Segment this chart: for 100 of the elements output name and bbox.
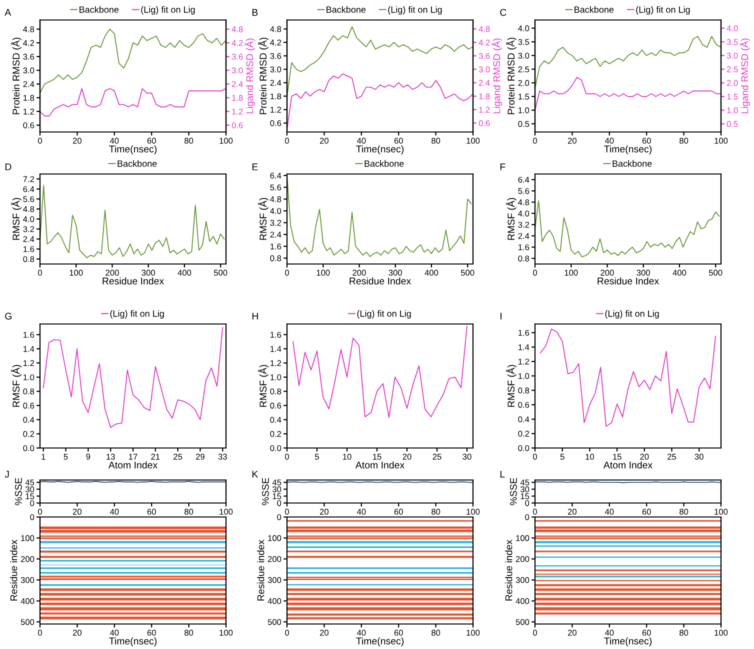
x-tick-label: 500 (460, 270, 474, 276)
y-tick-label: 0.6 (270, 402, 282, 409)
y2-tick-label: 4.2 (478, 40, 490, 46)
x-tick-label: 15 (373, 454, 382, 460)
y-tick-label: 1.6 (270, 243, 282, 250)
x-axis-title: Atom Index (603, 461, 652, 468)
y2-tick-label: 3.0 (726, 52, 738, 59)
line-series (535, 76, 721, 111)
y-tick-label: 5.6 (23, 196, 34, 202)
y-tick-label: 2.4 (518, 233, 530, 239)
y-tick-label: 7.2 (23, 176, 34, 182)
y2-tick-label: 2.4 (478, 80, 490, 86)
legend-label: (Lig) fit on Lig (636, 6, 690, 15)
y-tick-label: 3.0 (518, 52, 530, 59)
y-tick-label: 15 (26, 493, 34, 500)
y-tick-label: 400 (268, 598, 282, 604)
x-tick-label: 5 (64, 454, 68, 460)
y-tick-label: 45 (520, 480, 530, 486)
y-tick-label: 1.2 (23, 108, 34, 114)
x-axis-title: Time(nsec) (356, 637, 404, 646)
x-tick-label: 10 (343, 454, 352, 460)
y-tick-label: 1.6 (518, 244, 530, 250)
x-tick-label: 400 (672, 270, 686, 276)
x-axis-title: Atom Index (108, 461, 158, 468)
y-tick-label: 200 (268, 556, 282, 562)
legend-label: Backbone (612, 160, 652, 167)
y-tick-label: 2.4 (23, 236, 34, 242)
x-tick-label: 80 (680, 630, 688, 636)
line-series (40, 88, 226, 116)
x-tick-label: 20 (72, 138, 82, 144)
y-axis-title: %SSE (510, 478, 517, 506)
y2-axis-title: Ligand RMSD (Å) (244, 38, 256, 114)
y-tick-label: 4.2 (270, 40, 282, 46)
y-tick-label: 0 (525, 514, 530, 520)
y-tick-label: 0 (277, 500, 282, 506)
line-series (40, 184, 225, 258)
x-tick-label: 0 (285, 138, 289, 144)
y-tick-label: 2.0 (518, 80, 530, 86)
x-axis-title: Time(nsec) (109, 637, 157, 646)
y-tick-label: 400 (516, 598, 530, 604)
y-tick-label: 0.8 (270, 388, 282, 394)
x-tick-label: 0 (38, 138, 42, 144)
x-tick-label: 25 (432, 454, 442, 460)
y-tick-label: 0.4 (270, 416, 282, 423)
x-tick-label: 20 (72, 630, 82, 636)
x-tick-label: 40 (604, 630, 614, 636)
legend-label: Backbone (574, 6, 614, 13)
y-tick-label: 15 (520, 493, 530, 500)
legend-label: Backbone (364, 160, 404, 167)
y-tick-label: 4.8 (270, 196, 282, 202)
x-tick-label: 300 (636, 270, 650, 276)
y-axis-title: Residue index (257, 540, 264, 601)
y-tick-label: 300 (268, 577, 282, 584)
y-tick-label: 500 (20, 619, 34, 626)
x-tick-label: 30 (462, 454, 472, 460)
x-tick-label: 60 (147, 138, 156, 144)
y2-tick-label: 1.0 (727, 107, 738, 114)
y-tick-label: 6.4 (23, 186, 34, 192)
y2-tick-label: 3.5 (726, 39, 738, 45)
y-axis-title: RMSF (Å) (258, 198, 268, 240)
x-axis-title: Time(nsec) (356, 145, 404, 154)
y2-tick-label: 4.2 (232, 40, 243, 46)
y2-tick-label: 1.5 (727, 94, 738, 100)
y-tick-label: 45 (272, 480, 282, 486)
x-tick-label: 60 (642, 508, 651, 515)
y-tick-label: 0.6 (518, 402, 530, 408)
y-tick-label: 0.2 (270, 431, 282, 437)
x-tick-label: 100 (466, 508, 480, 515)
y2-tick-label: 3.6 (232, 54, 243, 60)
y2-tick-label: 0.6 (478, 120, 490, 126)
y-tick-label: 1.5 (518, 94, 530, 100)
line-series (292, 326, 468, 418)
y-tick-label: 3.2 (270, 220, 282, 226)
y-tick-label: 1.0 (518, 373, 530, 380)
y-tick-label: 1.6 (23, 246, 34, 252)
x-tick-label: 0 (285, 270, 289, 276)
x-tick-label: 0 (285, 454, 289, 460)
y-tick-label: 100 (516, 535, 530, 542)
x-tick-label: 20 (568, 138, 577, 144)
y-tick-label: 4.8 (23, 206, 34, 212)
legend-label: Backbone (118, 160, 157, 167)
x-tick-label: 5 (560, 454, 564, 460)
y-tick-label: 6.4 (270, 172, 282, 179)
text: H (252, 312, 258, 320)
y2-tick-label: 2.0 (726, 80, 738, 86)
y2-tick-label: 3.0 (478, 66, 490, 72)
y-tick-label: 0.0 (23, 445, 34, 452)
x-axis-title: Residue Index (102, 277, 164, 284)
x-tick-label: 60 (642, 138, 651, 144)
y2-tick-label: 1.2 (232, 108, 243, 114)
x-tick-label: 25 (174, 454, 182, 460)
y-tick-label: 100 (21, 535, 34, 542)
x-axis-title: Time(nsec) (109, 145, 157, 154)
y-tick-label: 0 (525, 500, 530, 506)
y-tick-label: 0.6 (270, 120, 282, 126)
x-tick-label: 40 (604, 138, 614, 144)
text: J (4, 470, 9, 478)
x-tick-label: 1 (42, 454, 46, 460)
y-tick-label: 4.0 (518, 210, 530, 216)
x-tick-label: 25 (668, 454, 676, 460)
